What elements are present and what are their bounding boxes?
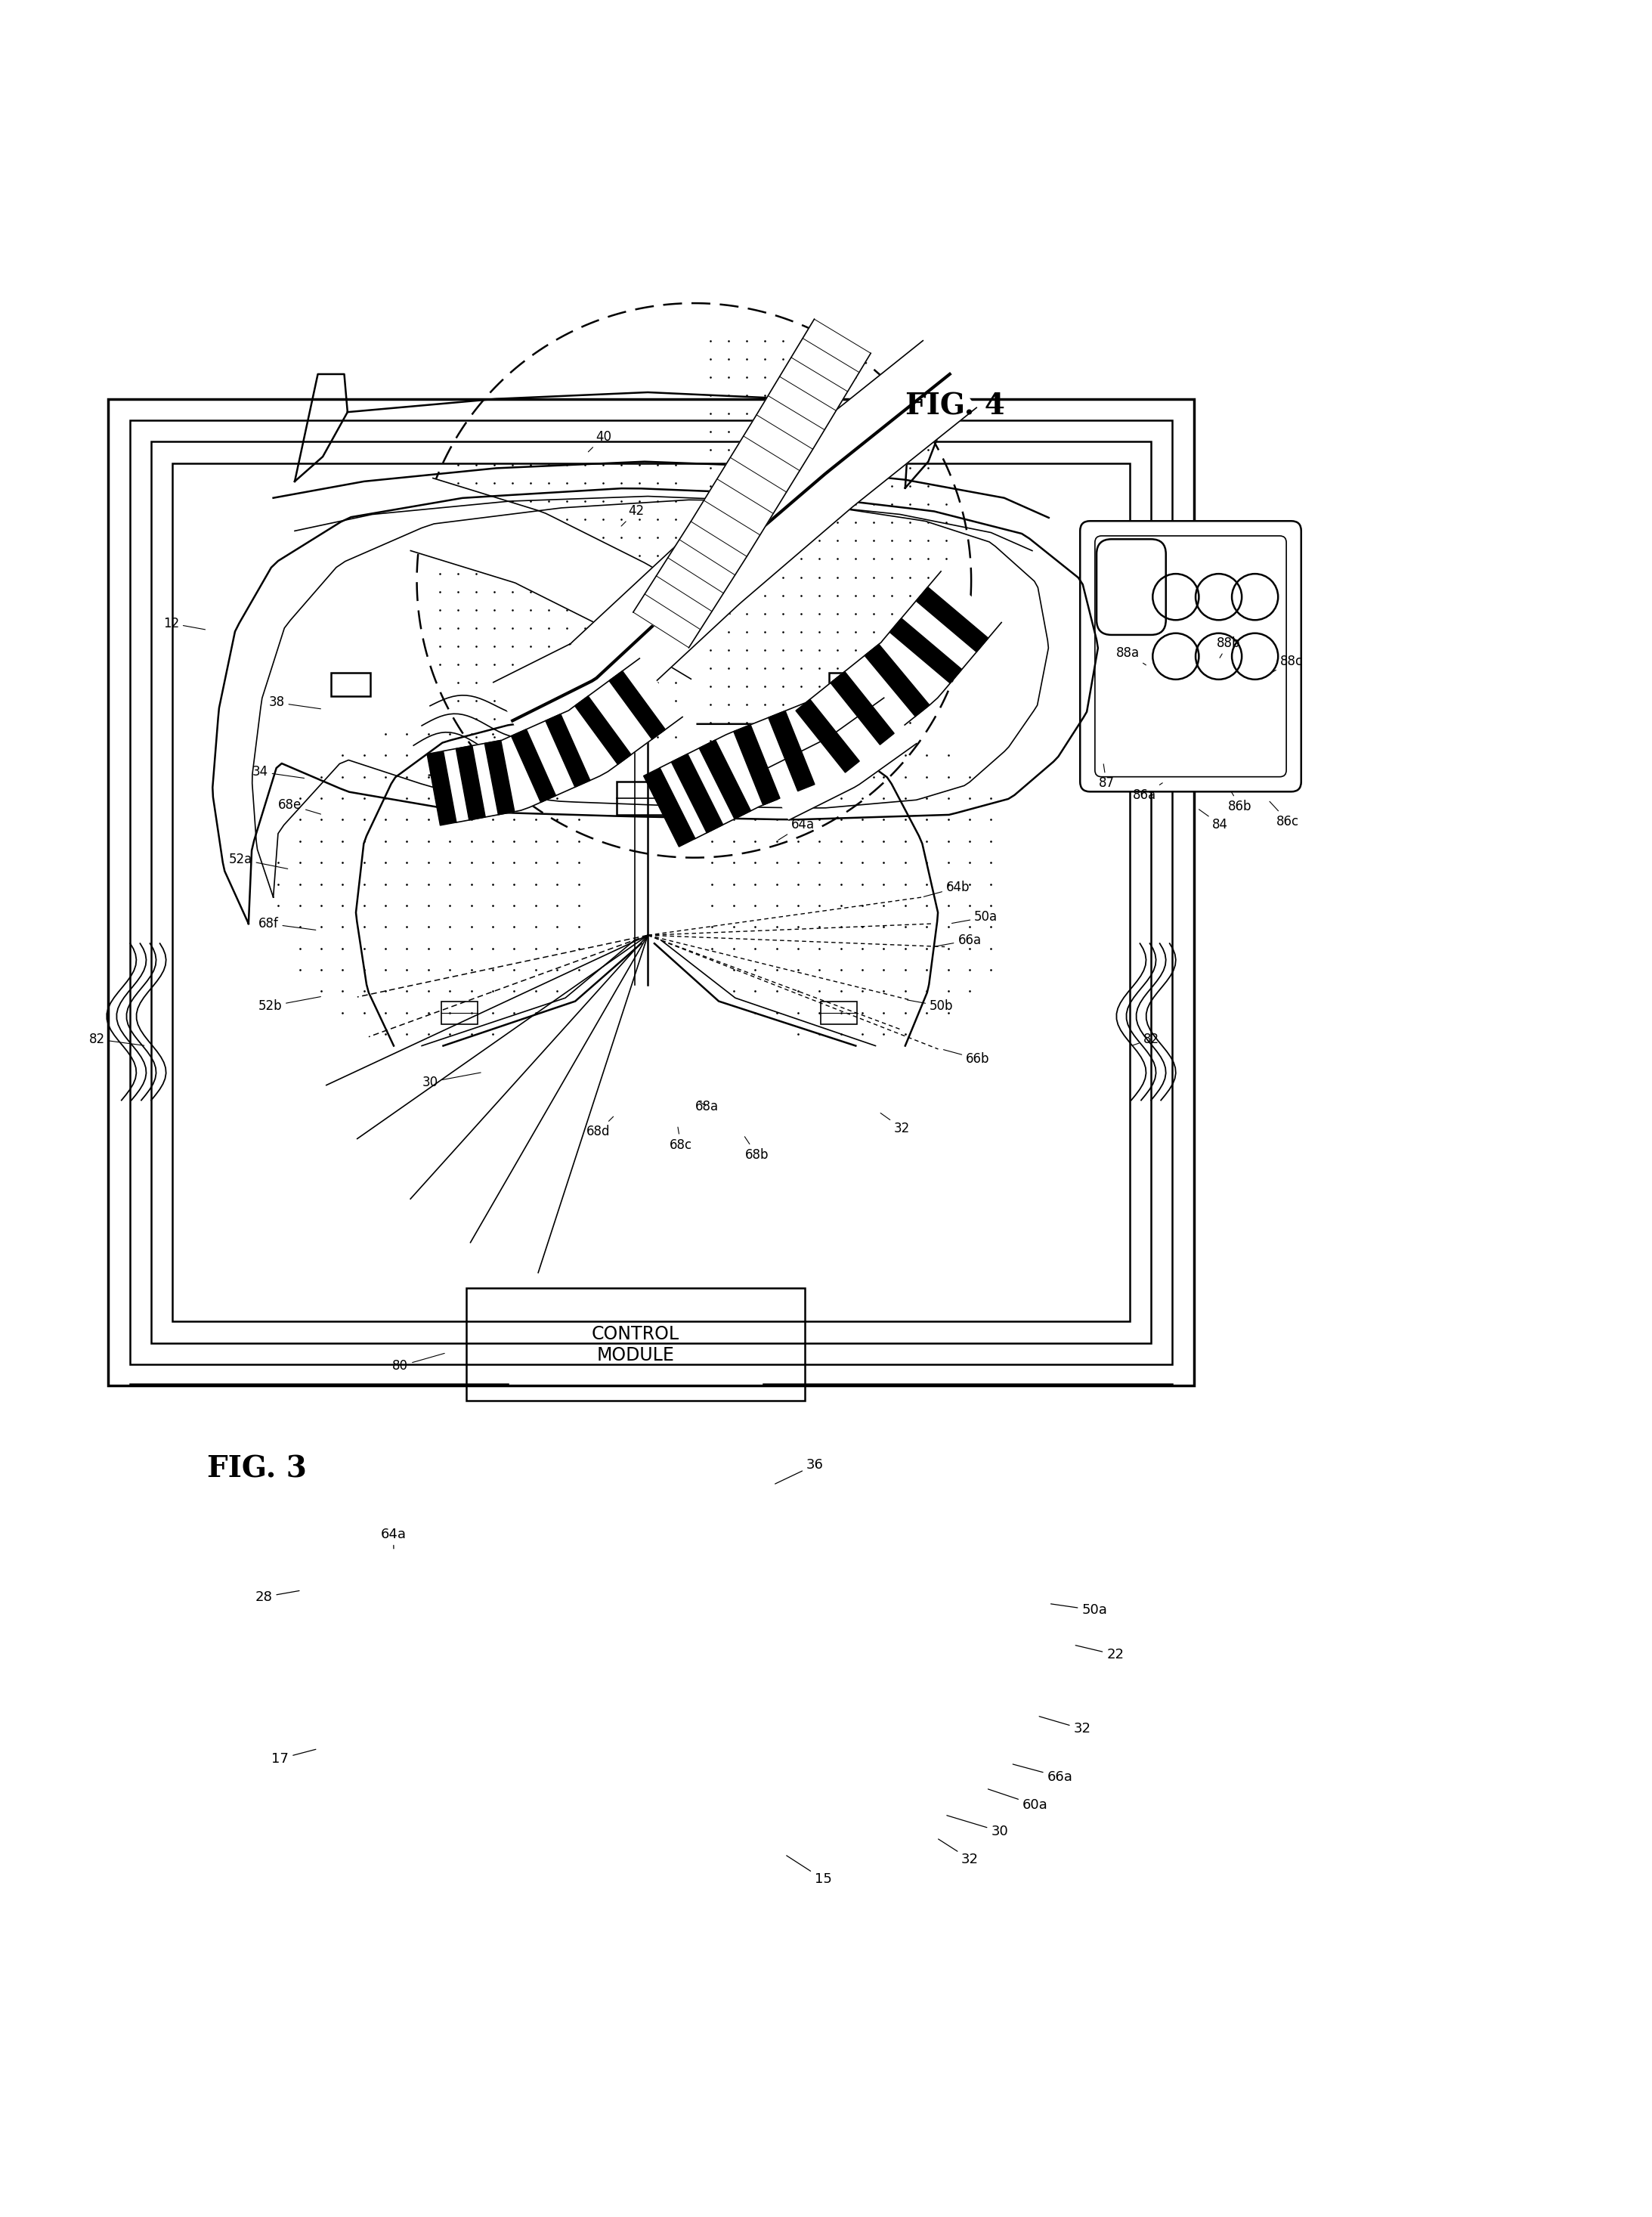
Text: 82: 82 <box>89 1033 144 1046</box>
Text: 68b: 68b <box>745 1137 768 1162</box>
Text: 42: 42 <box>621 503 644 525</box>
Text: 68f: 68f <box>258 918 316 931</box>
Text: 30: 30 <box>947 1816 1008 1838</box>
Text: FIG. 4: FIG. 4 <box>905 392 1004 421</box>
Text: 36: 36 <box>775 1459 823 1483</box>
Text: 88a: 88a <box>1117 645 1146 665</box>
Polygon shape <box>575 696 631 765</box>
Polygon shape <box>768 712 814 791</box>
Polygon shape <box>443 658 682 823</box>
Polygon shape <box>426 752 456 825</box>
Polygon shape <box>644 767 695 847</box>
Text: CONTROL
MODULE: CONTROL MODULE <box>591 1326 679 1363</box>
Bar <box>330 672 370 696</box>
Text: 34: 34 <box>253 765 304 778</box>
Polygon shape <box>763 698 917 820</box>
Text: 82: 82 <box>1133 1033 1160 1046</box>
Text: 32: 32 <box>938 1840 978 1867</box>
Text: 52a: 52a <box>228 854 287 869</box>
Text: 68a: 68a <box>695 1100 719 1113</box>
Polygon shape <box>671 754 724 834</box>
Bar <box>173 463 1130 1321</box>
Text: 32: 32 <box>881 1113 910 1135</box>
Text: 80: 80 <box>393 1352 444 1372</box>
Polygon shape <box>659 572 1001 838</box>
Polygon shape <box>456 745 486 820</box>
Text: 84: 84 <box>1199 809 1227 831</box>
Polygon shape <box>411 479 730 678</box>
Text: 88c: 88c <box>1270 654 1303 674</box>
Bar <box>616 783 666 816</box>
Polygon shape <box>633 319 871 647</box>
Text: 40: 40 <box>588 430 611 452</box>
Bar <box>152 441 1151 1344</box>
Text: 86b: 86b <box>1227 791 1252 814</box>
Bar <box>109 399 1194 1386</box>
FancyBboxPatch shape <box>1080 521 1302 791</box>
Text: 36: 36 <box>857 696 900 709</box>
Text: 50a: 50a <box>1051 1603 1107 1616</box>
Polygon shape <box>733 725 780 805</box>
Text: 12: 12 <box>164 616 205 630</box>
Text: 15: 15 <box>786 1856 831 1887</box>
Text: 64a: 64a <box>380 1528 406 1550</box>
Text: 30: 30 <box>421 1073 481 1089</box>
Polygon shape <box>915 588 988 652</box>
Polygon shape <box>494 341 976 758</box>
Text: 28: 28 <box>676 581 699 599</box>
Text: 44: 44 <box>712 763 752 776</box>
Bar <box>829 672 869 696</box>
Text: 60a: 60a <box>988 1789 1047 1811</box>
Text: 17: 17 <box>271 1749 316 1765</box>
Text: 64b: 64b <box>923 880 970 896</box>
Bar <box>131 421 1173 1363</box>
Text: 32: 32 <box>1039 1716 1090 1736</box>
Polygon shape <box>796 698 859 772</box>
Text: 68e: 68e <box>278 798 320 814</box>
Polygon shape <box>545 714 590 787</box>
Polygon shape <box>864 645 930 716</box>
Text: 68c: 68c <box>669 1126 692 1151</box>
Text: 50a: 50a <box>952 911 998 924</box>
Polygon shape <box>890 619 961 683</box>
Text: 66b: 66b <box>943 1049 990 1066</box>
Text: 68d: 68d <box>586 1117 613 1137</box>
Bar <box>466 1288 805 1401</box>
Text: 50b: 50b <box>907 1000 953 1013</box>
Polygon shape <box>831 672 894 745</box>
Text: 86a: 86a <box>1133 783 1163 803</box>
Polygon shape <box>484 740 514 814</box>
Text: 64a: 64a <box>778 818 814 840</box>
Text: 28: 28 <box>254 1590 299 1603</box>
Text: 87: 87 <box>1099 765 1115 789</box>
Text: FIG. 3: FIG. 3 <box>206 1454 307 1483</box>
Text: 52b: 52b <box>258 998 320 1013</box>
Text: 22: 22 <box>1075 1645 1123 1661</box>
Text: 66a: 66a <box>935 933 981 947</box>
Text: 88b: 88b <box>1216 636 1241 658</box>
Text: 86c: 86c <box>1270 803 1300 829</box>
Polygon shape <box>610 672 666 738</box>
Text: 38: 38 <box>269 696 320 709</box>
Polygon shape <box>510 729 555 803</box>
Polygon shape <box>699 740 750 818</box>
Text: 66a: 66a <box>1013 1765 1072 1785</box>
